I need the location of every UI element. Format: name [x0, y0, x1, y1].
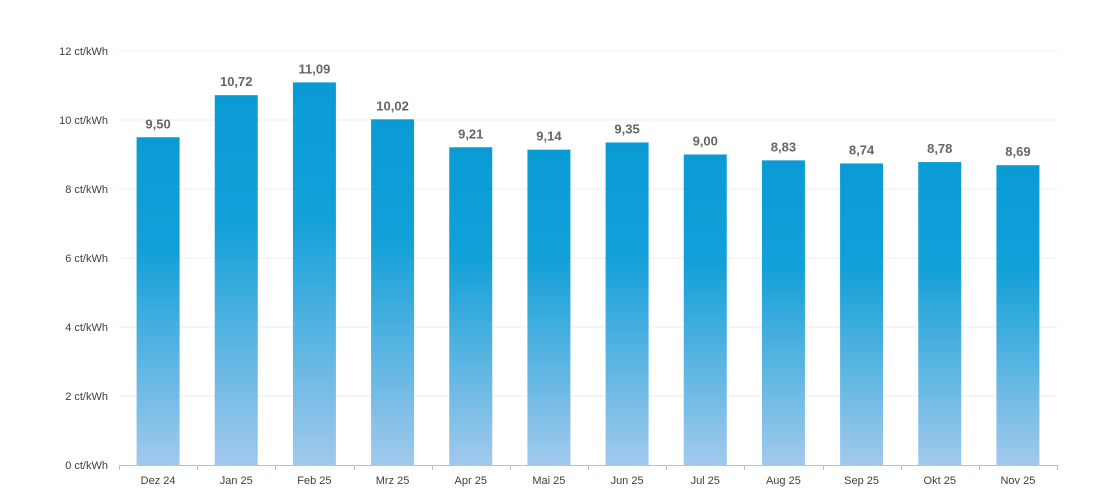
bars	[136, 82, 1040, 466]
y-tick-label: 10 ct/kWh	[59, 115, 108, 127]
x-tick-label: Sep 25	[844, 475, 879, 487]
x-tick-label: Aug 25	[766, 475, 801, 487]
y-tick-label: 12 ct/kWh	[59, 46, 108, 58]
bar-value-label: 10,72	[220, 74, 253, 89]
x-tick-label: Jun 25	[611, 475, 644, 487]
bar-value-label: 9,14	[536, 129, 562, 144]
x-tick-label: Jan 25	[220, 475, 253, 487]
bar-value-label: 8,74	[849, 142, 875, 157]
y-tick-label: 2 ct/kWh	[65, 391, 108, 403]
x-tick-label: Mrz 25	[376, 475, 410, 487]
y-tick-label: 4 ct/kWh	[65, 322, 108, 334]
x-tick-label: Dez 24	[141, 475, 176, 487]
bar	[761, 160, 805, 466]
bar	[449, 147, 493, 465]
bar-value-label: 9,50	[145, 116, 170, 131]
bar	[918, 162, 962, 465]
bar	[840, 163, 884, 465]
bar	[683, 154, 727, 465]
bar-value-label: 8,78	[927, 141, 952, 156]
x-axis	[119, 465, 1058, 470]
x-tick-label: Jul 25	[691, 475, 720, 487]
x-tick-label: Mai 25	[532, 475, 565, 487]
bar	[371, 119, 415, 465]
y-tick-label: 8 ct/kWh	[65, 184, 108, 196]
bar	[136, 137, 180, 465]
gridlines	[119, 50, 1057, 397]
bar	[605, 142, 649, 466]
bar	[996, 165, 1040, 465]
bar-value-label: 9,35	[614, 121, 639, 136]
x-axis-tick-labels: Dez 24 Jan 25 Feb 25 Mrz 25 Apr 25 Mai 25 Jun …	[141, 475, 1036, 487]
y-axis-tick-labels: 0 ct/kWh 2 ct/kWh 4 ct/kWh 6 ct/kWh 8 ct/kWh…	[59, 46, 108, 472]
value-labels: 9,50 10,72 11,09 10,02 9,21 9,14 9,35 9,00 8,83 8…	[145, 61, 1030, 159]
x-tick-label: Nov 25	[1000, 475, 1035, 487]
y-tick-label: 6 ct/kWh	[65, 253, 108, 265]
bar-value-label: 10,02	[376, 98, 409, 113]
bar-value-label: 8,83	[771, 139, 796, 154]
y-tick-label: 0 ct/kWh	[65, 460, 108, 472]
bar	[214, 95, 258, 465]
bar	[292, 82, 336, 466]
x-tick-label: Apr 25	[455, 475, 487, 487]
bar-value-label: 9,00	[693, 134, 718, 149]
bar-value-label: 11,09	[299, 61, 331, 76]
x-tick-label: Okt 25	[924, 475, 956, 487]
x-tick-label: Feb 25	[297, 475, 331, 487]
bar	[527, 149, 571, 466]
bar-value-label: 9,21	[458, 126, 483, 141]
bar-value-label: 8,69	[1005, 144, 1030, 159]
